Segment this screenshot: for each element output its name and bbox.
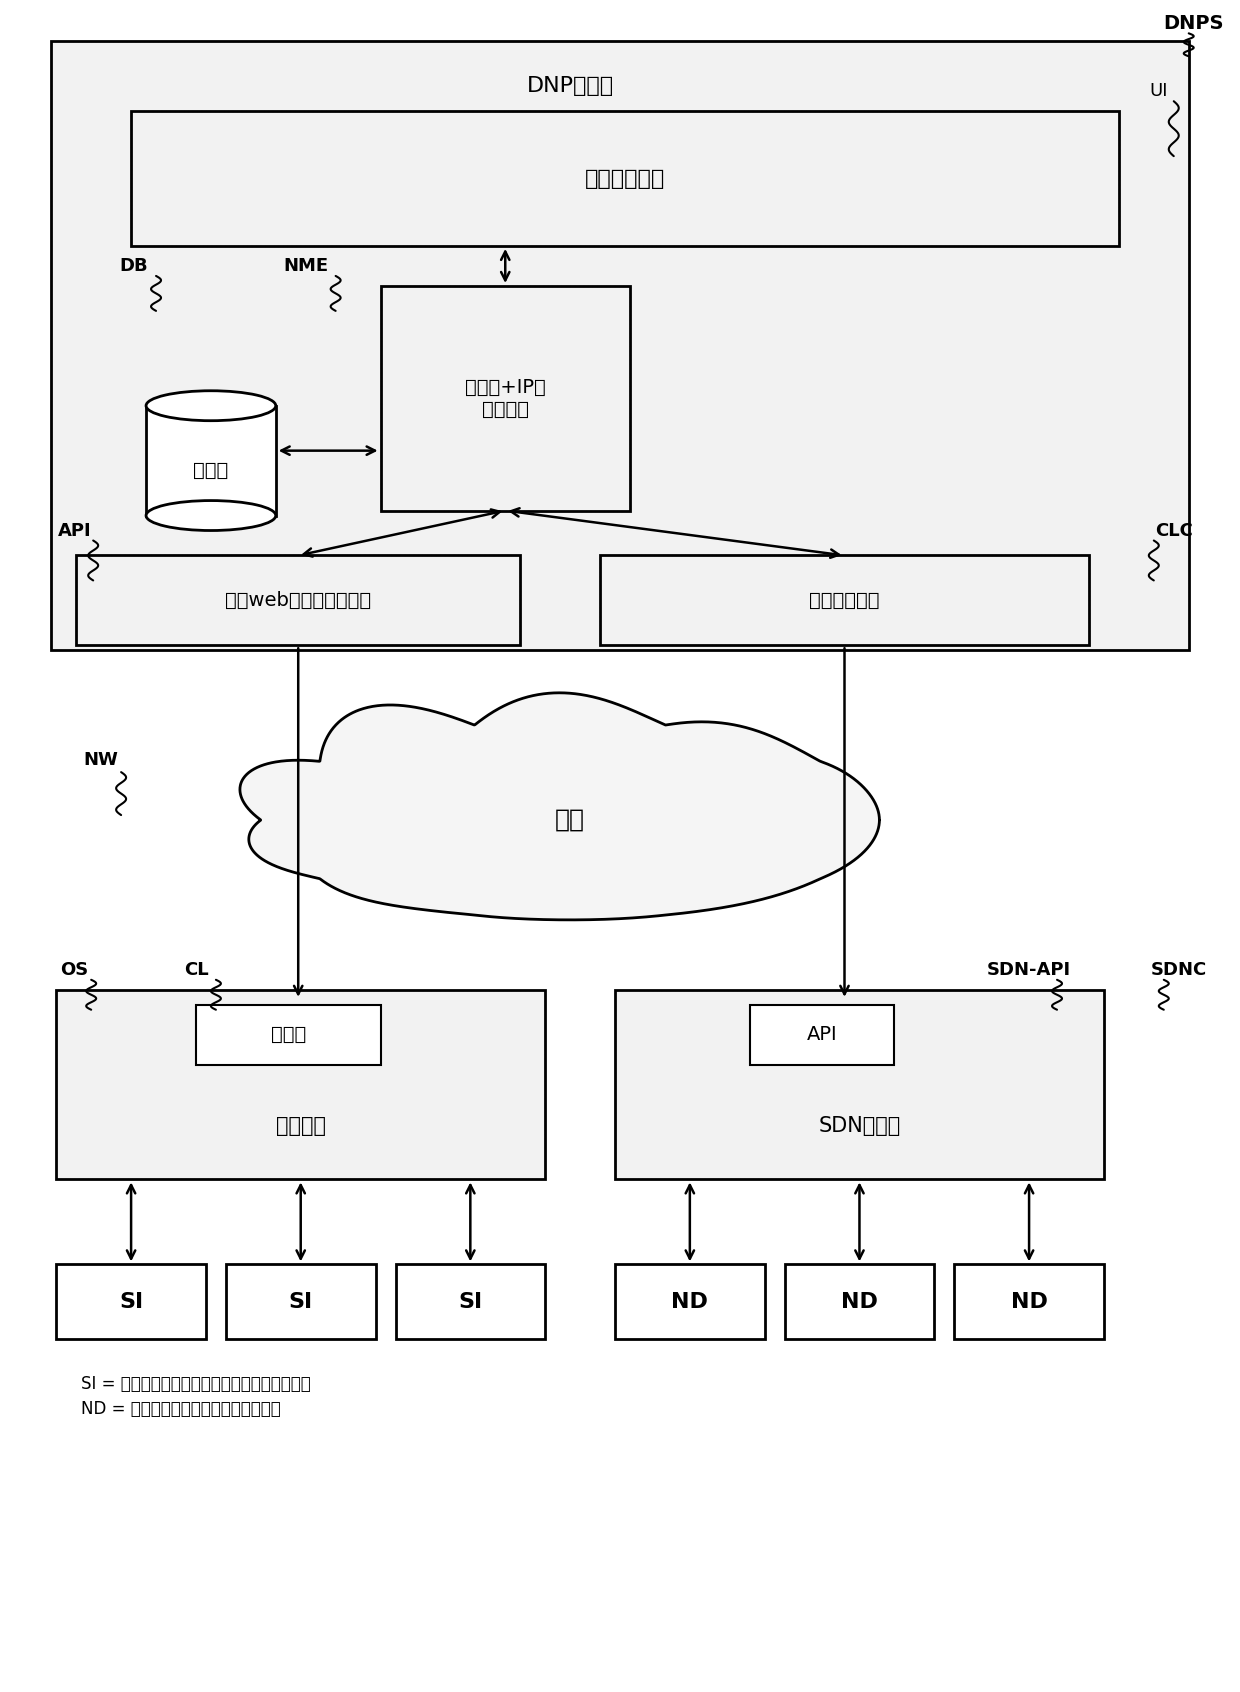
Bar <box>226 1264 376 1338</box>
Ellipse shape <box>146 501 275 531</box>
Text: NME: NME <box>283 257 329 276</box>
Bar <box>56 990 546 1179</box>
Bar <box>51 41 1189 650</box>
Bar <box>381 286 630 511</box>
Bar <box>146 406 275 516</box>
Text: DB: DB <box>120 257 149 276</box>
Text: API: API <box>57 521 91 540</box>
Text: 基于web的应用编程接口: 基于web的应用编程接口 <box>226 591 371 609</box>
Text: NW: NW <box>84 751 119 770</box>
Bar <box>76 555 521 645</box>
Text: SDNC: SDNC <box>1151 961 1207 978</box>
Text: DNP服务器: DNP服务器 <box>527 76 614 96</box>
Text: 网络: 网络 <box>556 809 585 832</box>
Text: ND: ND <box>1011 1291 1048 1311</box>
Text: CLC: CLC <box>1154 521 1193 540</box>
Bar <box>131 112 1118 245</box>
Bar <box>600 555 1089 645</box>
Bar <box>76 555 521 645</box>
Bar <box>131 112 1118 245</box>
Text: 客户端连接器: 客户端连接器 <box>810 591 879 609</box>
Bar <box>56 1264 206 1338</box>
Bar <box>600 555 1089 645</box>
Text: SI = 服务器实例，例如，具有工作负载的虚拟机: SI = 服务器实例，例如，具有工作负载的虚拟机 <box>81 1376 311 1393</box>
Text: DNPS: DNPS <box>1163 14 1224 32</box>
Bar <box>785 1264 934 1338</box>
Text: SDN-API: SDN-API <box>987 961 1071 978</box>
Bar <box>615 990 1104 1179</box>
Bar <box>56 990 546 1179</box>
Text: 编配系统: 编配系统 <box>275 1117 326 1137</box>
Text: SI: SI <box>119 1291 143 1311</box>
Text: CL: CL <box>184 961 208 978</box>
Text: ND = 网络装置，例如交换机、路由器等: ND = 网络装置，例如交换机、路由器等 <box>81 1399 281 1418</box>
Bar <box>51 41 1189 650</box>
Ellipse shape <box>146 391 275 421</box>
Text: API: API <box>807 1025 837 1044</box>
Bar <box>381 286 630 511</box>
Text: SI: SI <box>289 1291 312 1311</box>
Bar <box>750 1005 894 1064</box>
Text: ND: ND <box>841 1291 878 1311</box>
Text: 远程用户接口: 远程用户接口 <box>585 169 665 188</box>
Text: SDN控制器: SDN控制器 <box>818 1117 900 1137</box>
Bar <box>396 1264 546 1338</box>
Text: UI: UI <box>1149 83 1168 100</box>
Text: 数据库: 数据库 <box>193 462 228 481</box>
Bar <box>955 1264 1104 1338</box>
Bar <box>615 990 1104 1179</box>
Text: OS: OS <box>60 961 88 978</box>
Bar <box>615 1264 765 1338</box>
Text: ND: ND <box>671 1291 708 1311</box>
Text: 网络（+IP）
管理引擎: 网络（+IP） 管理引擎 <box>465 377 546 418</box>
Bar <box>196 1005 381 1064</box>
Polygon shape <box>239 692 879 920</box>
Text: 客户端: 客户端 <box>270 1025 306 1044</box>
Text: SI: SI <box>459 1291 482 1311</box>
